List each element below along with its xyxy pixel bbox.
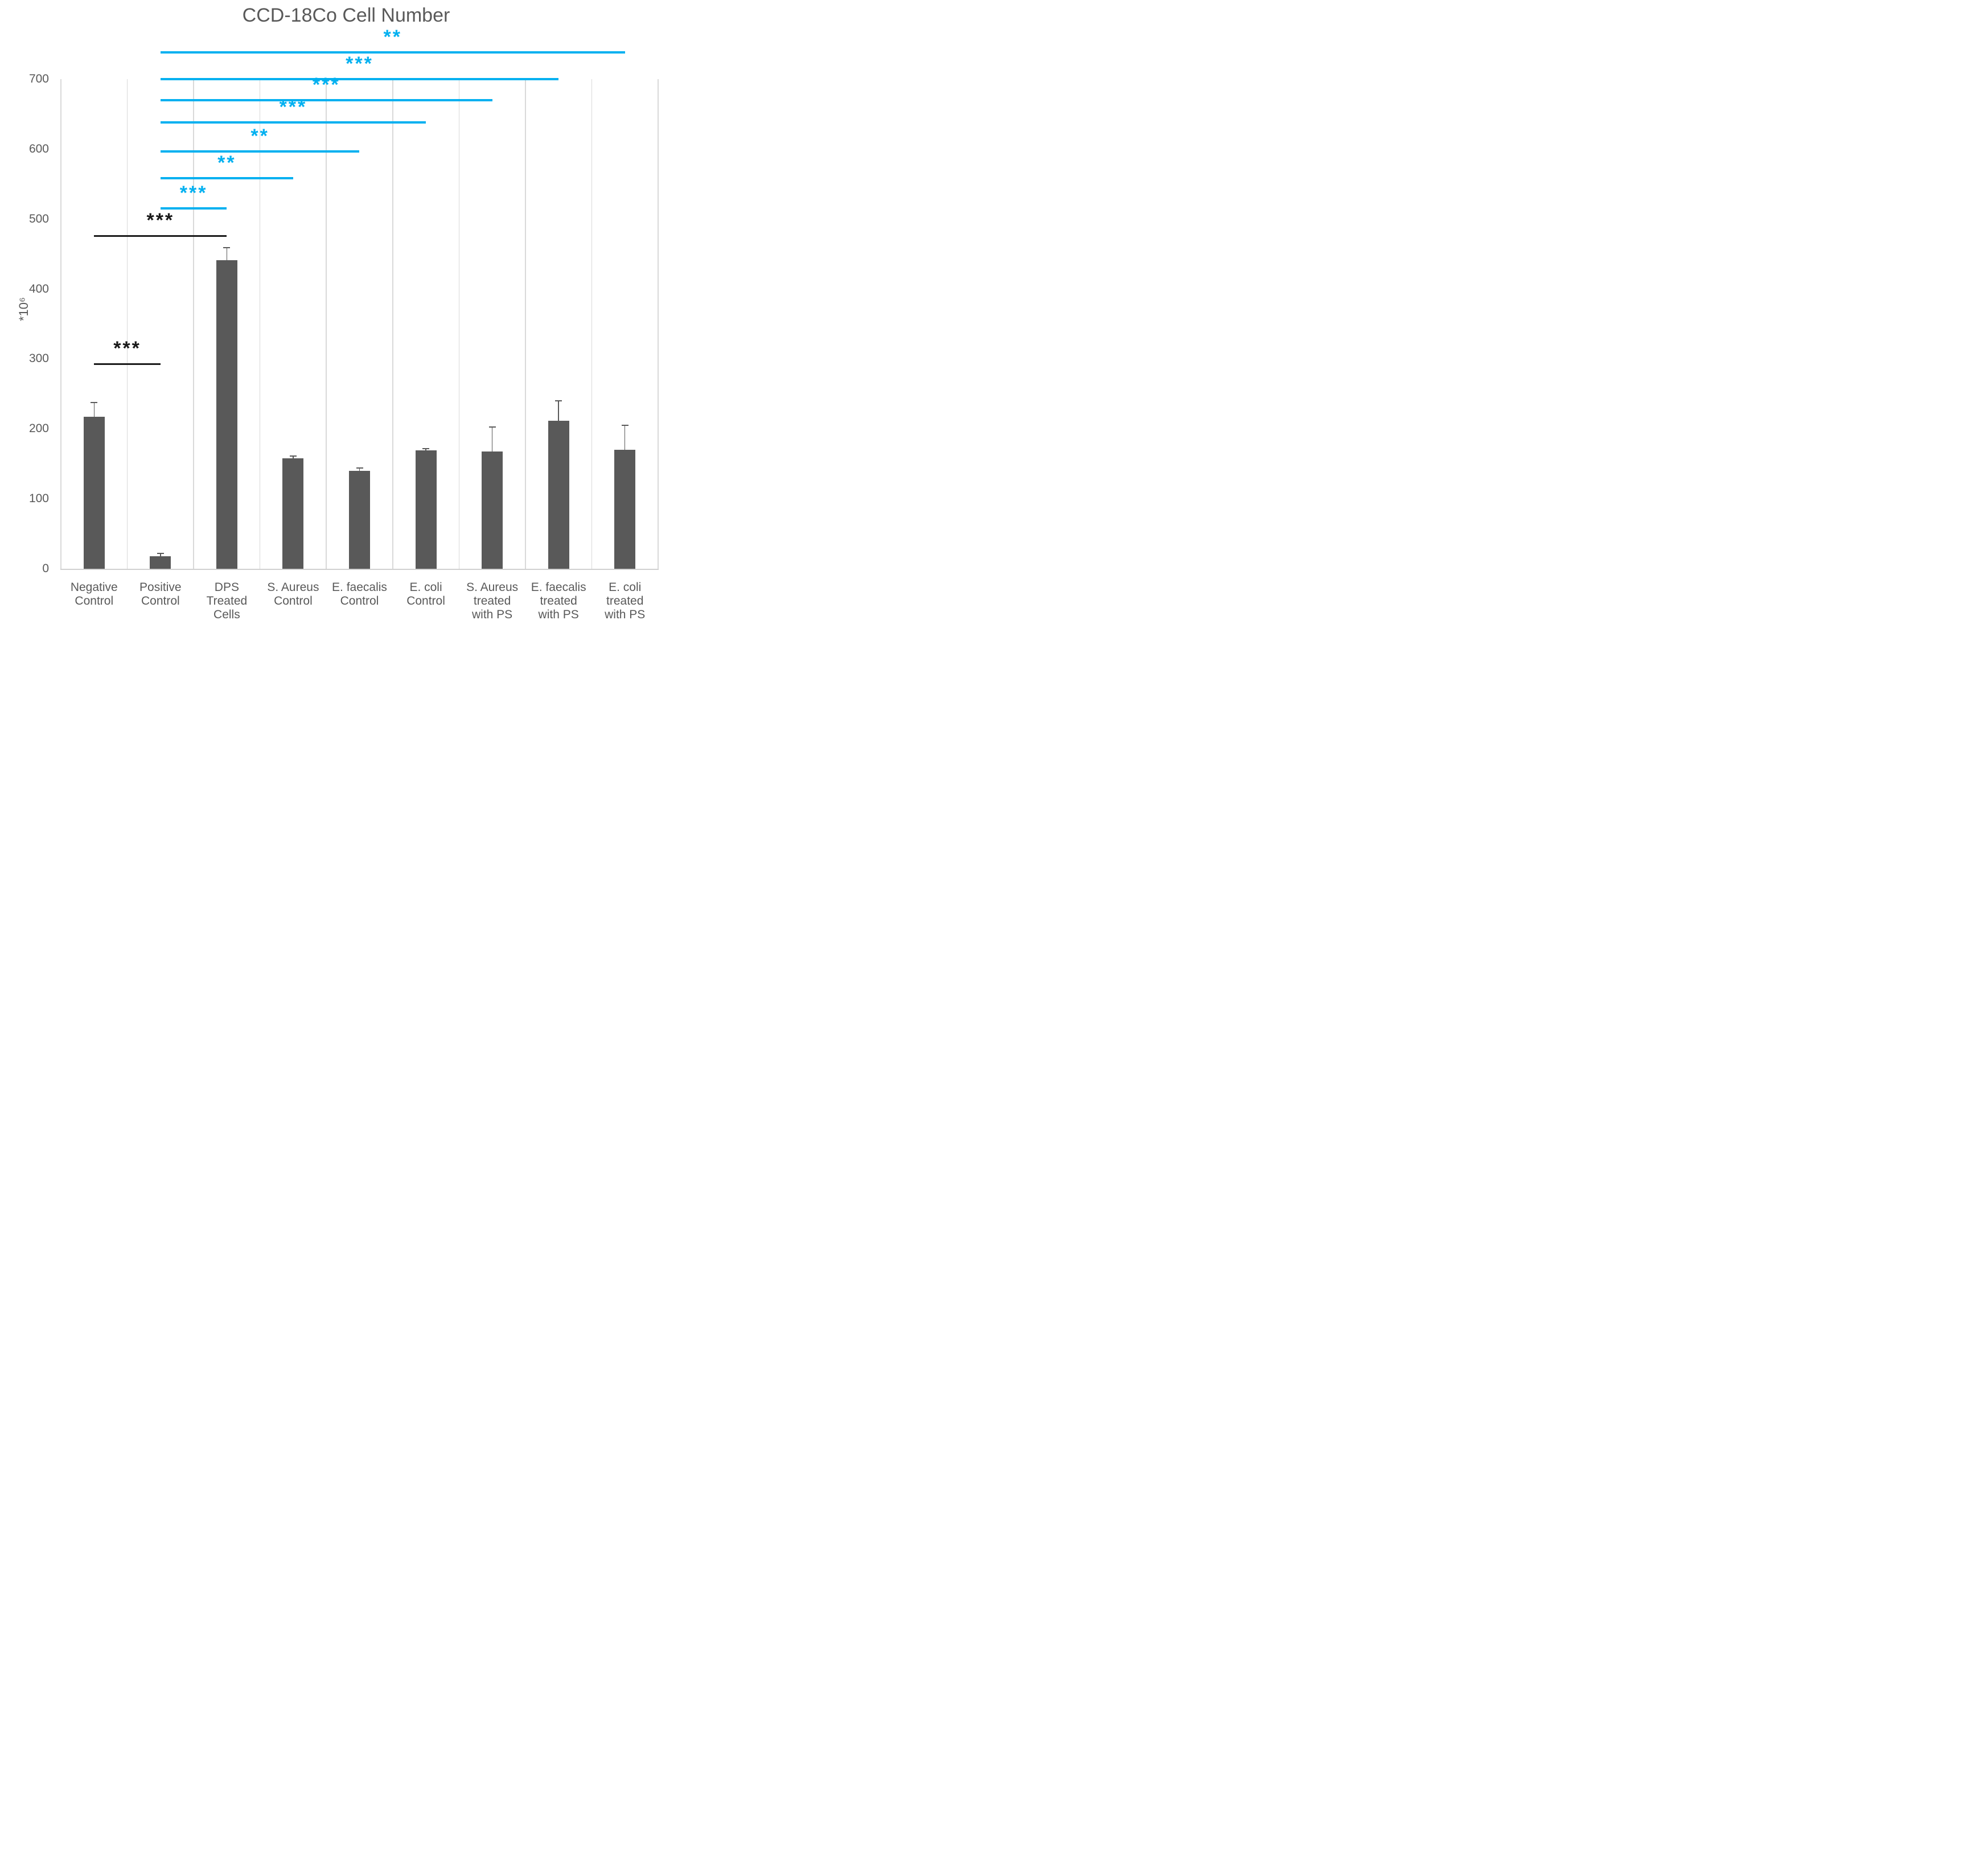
- y-tick-label: 200: [28, 422, 49, 436]
- error-bar-stem: [93, 402, 95, 417]
- error-bar-stem: [160, 553, 161, 556]
- x-axis-label: Negative Control: [61, 581, 128, 608]
- error-bar-stem: [425, 448, 426, 451]
- x-axis-label: E. coli Control: [393, 581, 459, 608]
- x-axis-label-line: treated: [540, 594, 577, 607]
- significance-line: [94, 235, 227, 237]
- error-bar-cap: [488, 426, 496, 428]
- significance-line: [160, 98, 492, 101]
- significance-line: [160, 78, 559, 80]
- category-gridline: [658, 79, 659, 569]
- x-axis-label-line: E. faecalis: [332, 581, 387, 594]
- x-axis-line: [60, 569, 659, 570]
- x-axis-label-line: with PS: [472, 608, 513, 621]
- significance-stars: ***: [179, 182, 208, 204]
- y-tick-label: 100: [28, 492, 49, 506]
- error-bar-cap: [91, 401, 98, 403]
- significance-line: [160, 51, 625, 54]
- x-axis-label-line: E. faecalis: [531, 581, 586, 594]
- error-bar-stem: [359, 468, 360, 471]
- significance-stars: **: [217, 152, 236, 174]
- category-gridline: [126, 79, 128, 569]
- x-axis-label-line: Negative: [70, 581, 118, 594]
- y-axis-line: [60, 79, 61, 569]
- bar: [150, 556, 171, 569]
- significance-line: [160, 150, 360, 153]
- category-gridline: [259, 79, 261, 569]
- error-bar-stem: [293, 456, 294, 458]
- category-gridline: [326, 79, 327, 569]
- x-axis-label: DPS Treated Cells: [194, 581, 260, 622]
- bar: [83, 417, 105, 569]
- y-tick-label: 300: [28, 352, 49, 366]
- error-bar-stem: [624, 425, 626, 450]
- bar: [349, 471, 370, 569]
- x-axis-label-line: S. Aureus: [267, 581, 319, 594]
- x-axis-label-line: Control: [340, 594, 379, 607]
- ccd18co-cell-number-chart: CCD-18Co Cell Number *10⁶ 0 100 200 300 400 5…: [0, 0, 660, 625]
- bar: [216, 260, 237, 569]
- significance-stars: ***: [113, 338, 141, 360]
- error-bar-cap: [223, 247, 231, 249]
- error-bar-cap: [356, 467, 363, 469]
- category-gridline: [525, 79, 526, 569]
- x-axis-label-line: treated: [606, 594, 644, 607]
- category-gridline: [193, 79, 194, 569]
- x-axis-label: E. faecalis Control: [326, 581, 393, 608]
- bar: [482, 451, 503, 569]
- significance-line: [94, 363, 161, 365]
- error-bar-stem: [491, 426, 493, 451]
- error-bar-cap: [621, 425, 628, 426]
- significance-line: [160, 177, 293, 180]
- error-bar-cap: [157, 552, 164, 554]
- category-gridline: [458, 79, 460, 569]
- x-axis-label-line: Cells: [213, 608, 240, 621]
- x-axis-label-line: with PS: [605, 608, 646, 621]
- x-axis-label-line: Control: [141, 594, 180, 607]
- significance-stars: **: [250, 125, 269, 147]
- x-axis-label-line: S. Aureus: [466, 581, 519, 594]
- x-axis-label-line: E. coli: [409, 581, 442, 594]
- x-axis-label-line: Control: [274, 594, 313, 607]
- error-bar-stem: [558, 401, 559, 421]
- x-axis-label: S. Aureus treated with PS: [459, 581, 525, 622]
- y-tick-label: 700: [28, 72, 49, 85]
- x-axis-label: E. coli treated with PS: [591, 581, 658, 622]
- y-tick-label: 0: [42, 562, 49, 575]
- x-axis-label-line: treated: [473, 594, 511, 607]
- significance-stars: ***: [146, 210, 175, 232]
- x-axis-label: Positive Control: [128, 581, 194, 608]
- error-bar-stem: [226, 248, 228, 261]
- significance-stars: **: [383, 26, 402, 48]
- category-gridline: [392, 79, 393, 569]
- y-tick-label: 500: [28, 212, 49, 225]
- error-bar-cap: [422, 448, 430, 449]
- x-axis-label-line: Positive: [139, 581, 182, 594]
- bar: [282, 458, 304, 569]
- x-axis-label-line: DPS: [214, 581, 239, 594]
- x-axis-label-line: with PS: [538, 608, 579, 621]
- error-bar-cap: [289, 455, 297, 457]
- x-axis-label-line: E. coli: [609, 581, 642, 594]
- y-tick-label: 400: [28, 282, 49, 295]
- bar: [548, 420, 569, 569]
- x-axis-label-line: Control: [406, 594, 445, 607]
- x-axis-label: E. faecalis treated with PS: [525, 581, 592, 622]
- chart-title: CCD-18Co Cell Number: [242, 5, 450, 26]
- error-bar-cap: [555, 400, 562, 402]
- category-gridline: [591, 79, 593, 569]
- x-axis-label: S. Aureus Control: [260, 581, 327, 608]
- x-axis-label-line: Control: [75, 594, 114, 607]
- bar: [415, 450, 437, 569]
- significance-stars: ***: [346, 53, 373, 75]
- significance-line: [160, 207, 227, 210]
- bar: [614, 450, 636, 569]
- significance-line: [160, 121, 426, 124]
- y-tick-label: 600: [28, 142, 49, 155]
- x-axis-label-line: Treated: [206, 594, 248, 607]
